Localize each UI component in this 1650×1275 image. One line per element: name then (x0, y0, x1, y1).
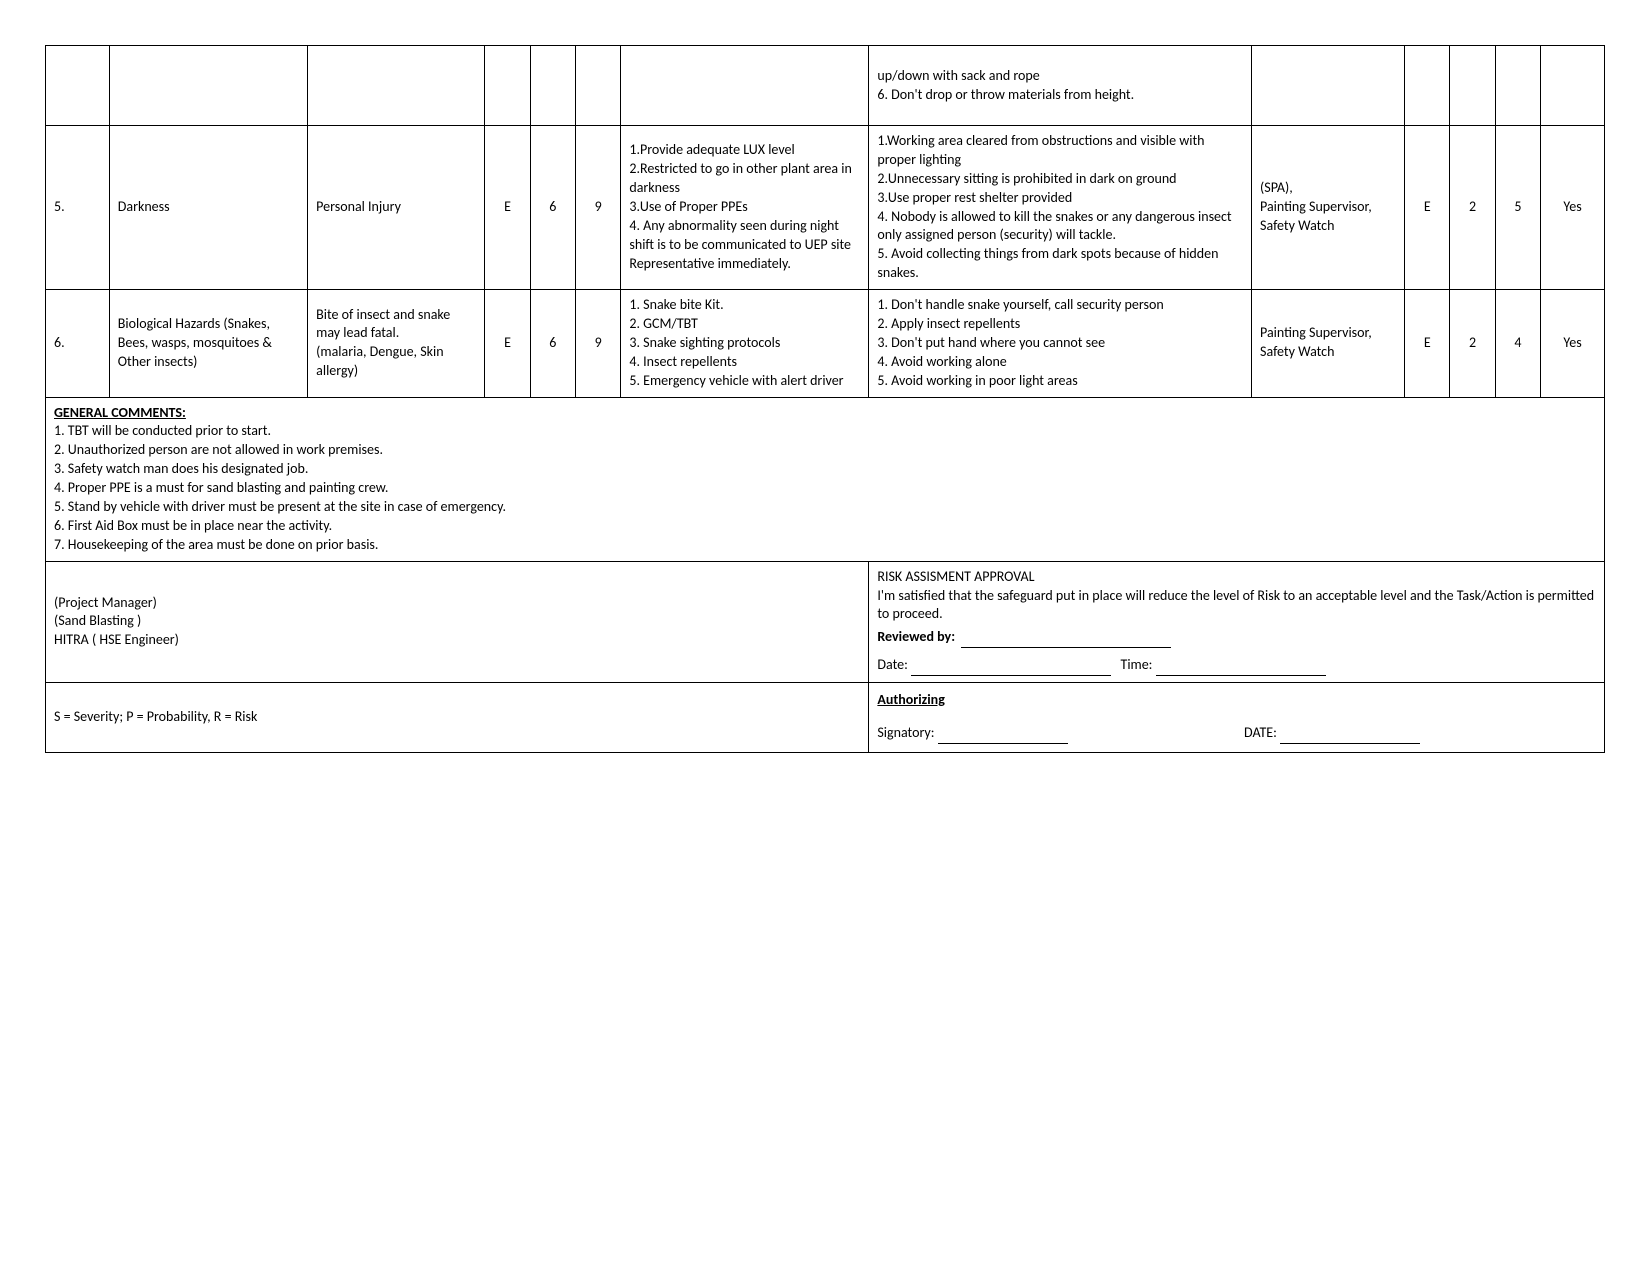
cell-r2: 5 (1495, 126, 1540, 290)
legend-cell: S = Severity; P = Probability, R = Risk (46, 683, 869, 753)
cell-recovery: up/down with sack and rope6. Don't drop … (869, 46, 1252, 126)
cell-s2: E (1405, 290, 1450, 397)
date-label: Date: (877, 656, 907, 673)
cell-resp: (SPA),Painting Supervisor, Safety Watch (1252, 126, 1405, 290)
cell-controls (621, 46, 869, 126)
cell-num: 6. (46, 290, 110, 397)
comments-title: GENERAL COMMENTS: (54, 404, 1596, 423)
cell-recovery: 1.Working area cleared from obstructions… (869, 126, 1252, 290)
cell-s2 (1405, 46, 1450, 126)
cell-r1: 9 (576, 126, 621, 290)
approval-title: RISK ASSISMENT APPROVAL (877, 568, 1596, 587)
cell-p1 (530, 46, 575, 126)
authorizing-title: Authorizing (877, 691, 1596, 710)
table-row: 6. Biological Hazards (Snakes, Bees, was… (46, 290, 1605, 397)
cell-p2: 2 (1450, 290, 1495, 397)
roles-cell: (Project Manager) (Sand Blasting ) HITRA… (46, 561, 869, 682)
cell-hazard: Darkness (109, 126, 307, 290)
approval-text: I'm satisfied that the safeguard put in … (877, 587, 1596, 625)
cell-p2 (1450, 46, 1495, 126)
table-row: up/down with sack and rope6. Don't drop … (46, 46, 1605, 126)
authorizing-cell: Authorizing Signatory: DATE: (869, 683, 1605, 753)
footer-row-1: (Project Manager) (Sand Blasting ) HITRA… (46, 561, 1605, 682)
cell-controls: 1.Provide adequate LUX level2.Restricted… (621, 126, 869, 290)
comments-line: 7. Housekeeping of the area must be done… (54, 536, 1596, 555)
cell-s1 (485, 46, 530, 126)
cell-controls: 1. Snake bite Kit.2. GCM/TBT3. Snake sig… (621, 290, 869, 397)
cell-s1: E (485, 290, 530, 397)
table-row: 5. Darkness Personal Injury E 6 9 1.Prov… (46, 126, 1605, 290)
general-comments-cell: GENERAL COMMENTS: 1. TBT will be conduct… (46, 397, 1605, 561)
cell-s1: E (485, 126, 530, 290)
cell-effect: Personal Injury (308, 126, 485, 290)
cell-s2: E (1405, 126, 1450, 290)
legend-text: S = Severity; P = Probability, R = Risk (54, 708, 257, 725)
comments-line: 5. Stand by vehicle with driver must be … (54, 498, 1596, 517)
comments-line: 2. Unauthorized person are not allowed i… (54, 441, 1596, 460)
time-label: Time: (1121, 656, 1153, 673)
cell-yes (1541, 46, 1605, 126)
cell-p2: 2 (1450, 126, 1495, 290)
comments-line: 1. TBT will be conducted prior to start. (54, 422, 1596, 441)
cell-p1: 6 (530, 126, 575, 290)
comments-line: 4. Proper PPE is a must for sand blastin… (54, 479, 1596, 498)
cell-r1: 9 (576, 290, 621, 397)
comments-line: 3. Safety watch man does his designated … (54, 460, 1596, 479)
date2-label: DATE: (1244, 724, 1277, 741)
role-line: (Sand Blasting ) (54, 612, 860, 631)
role-line: (Project Manager) (54, 594, 860, 613)
cell-hazard (109, 46, 307, 126)
reviewed-label: Reviewed by: (877, 628, 955, 645)
cell-yes: Yes (1541, 126, 1605, 290)
role-line: HITRA ( HSE Engineer) (54, 631, 860, 650)
cell-num: 5. (46, 126, 110, 290)
cell-resp (1252, 46, 1405, 126)
approval-cell: RISK ASSISMENT APPROVAL I'm satisfied th… (869, 561, 1605, 682)
cell-yes: Yes (1541, 290, 1605, 397)
cell-recovery: 1. Don't handle snake yourself, call sec… (869, 290, 1252, 397)
cell-r1 (576, 46, 621, 126)
comments-line: 6. First Aid Box must be in place near t… (54, 517, 1596, 536)
risk-assessment-table: up/down with sack and rope6. Don't drop … (45, 45, 1605, 753)
cell-hazard: Biological Hazards (Snakes, Bees, wasps,… (109, 290, 307, 397)
footer-row-2: S = Severity; P = Probability, R = Risk … (46, 683, 1605, 753)
cell-r2: 4 (1495, 290, 1540, 397)
signatory-label: Signatory: (877, 724, 934, 741)
cell-num (46, 46, 110, 126)
cell-resp: Painting Supervisor, Safety Watch (1252, 290, 1405, 397)
cell-effect (308, 46, 485, 126)
cell-p1: 6 (530, 290, 575, 397)
general-comments-row: GENERAL COMMENTS: 1. TBT will be conduct… (46, 397, 1605, 561)
cell-r2 (1495, 46, 1540, 126)
cell-effect: Bite of insect and snake may lead fatal.… (308, 290, 485, 397)
